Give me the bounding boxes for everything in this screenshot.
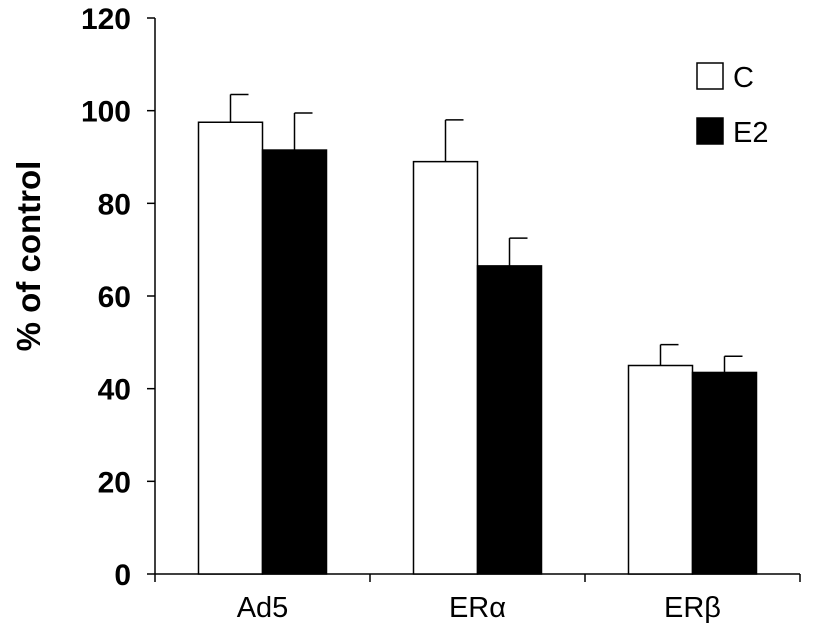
legend-swatch-e2 [696,117,724,145]
bar-e2-0 [261,149,328,575]
legend-swatch-c [696,62,724,90]
bar-c-0 [197,121,264,575]
y-tick-label: 100 [81,96,131,129]
bar-c-2 [627,364,694,575]
x-tick-label: ERα [449,592,506,624]
error-bars [229,93,743,373]
legend-label-e2: E2 [733,117,768,149]
y-axis: 0 20 40 60 80 100 120 [81,3,156,592]
x-tick-label: ERβ [664,592,721,624]
y-tick-label: 20 [98,466,131,499]
legend: C E2 [696,62,768,149]
y-axis-label: % of control [10,161,47,352]
y-tick-label: 80 [98,188,131,221]
y-tick-label: 0 [114,559,131,592]
y-tick-label: 120 [81,3,131,36]
x-axis: Ad5 ERα ERβ [154,573,801,624]
bar-e2-2 [691,371,758,575]
y-tick-label: 60 [98,281,131,314]
bar-c-1 [412,160,479,575]
x-tick-label: Ad5 [237,592,289,624]
bars [197,121,758,575]
legend-label-c: C [733,62,754,94]
y-tick-label: 40 [98,374,131,407]
bar-e2-1 [476,265,543,575]
